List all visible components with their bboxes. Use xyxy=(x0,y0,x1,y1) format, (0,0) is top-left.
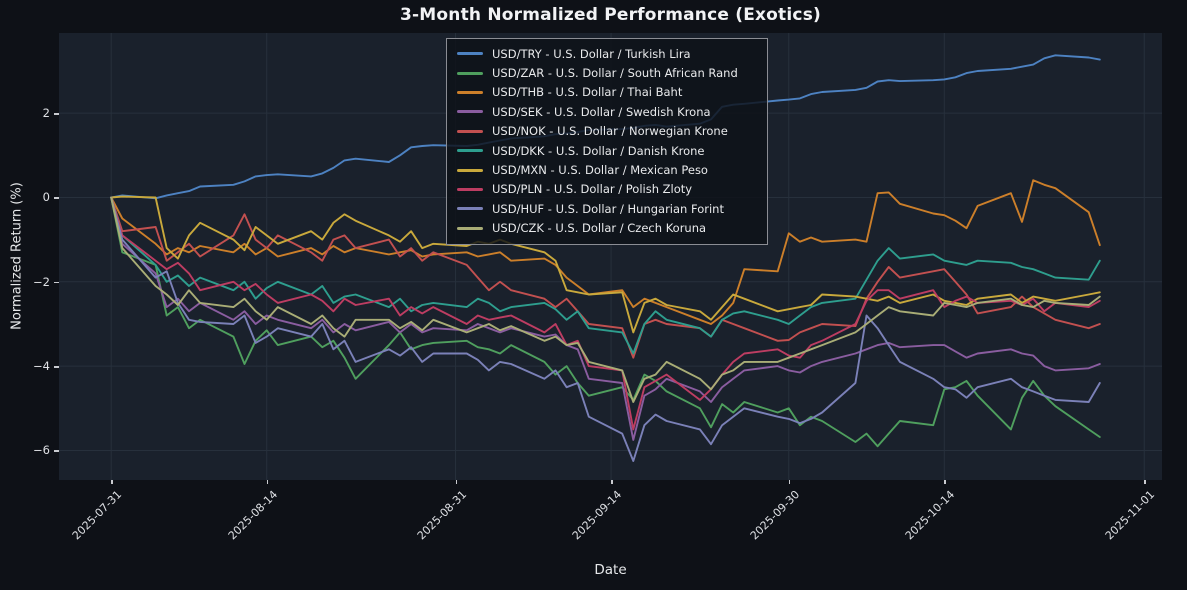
x-tick-mark xyxy=(455,480,458,484)
legend-label: USD/TRY - U.S. Dollar / Turkish Lira xyxy=(492,46,691,61)
legend-swatch xyxy=(457,90,483,94)
y-tick-label: 2 xyxy=(42,106,50,121)
series-line-USD-CZK xyxy=(110,196,1101,403)
y-tick-label: −4 xyxy=(33,359,50,374)
series-line-USD-HUF xyxy=(110,196,1101,462)
legend-label: USD/CZK - U.S. Dollar / Czech Koruna xyxy=(492,221,707,236)
x-tick-label: 2025-09-30 xyxy=(747,488,802,543)
legend-item-USD-PLN: USD/PLN - U.S. Dollar / Polish Zloty xyxy=(457,180,757,199)
x-axis-label: Date xyxy=(594,562,627,578)
legend-swatch xyxy=(457,129,483,133)
x-tick-label: 2025-10-14 xyxy=(903,488,958,543)
legend-label: USD/HUF - U.S. Dollar / Hungarian Forint xyxy=(492,201,724,216)
legend-label: USD/NOK - U.S. Dollar / Norwegian Krone xyxy=(492,124,728,139)
legend-item-USD-HUF: USD/HUF - U.S. Dollar / Hungarian Forint xyxy=(457,199,757,218)
legend-item-USD-MXN: USD/MXN - U.S. Dollar / Mexican Peso xyxy=(457,160,757,179)
y-tick-label: 0 xyxy=(42,190,50,205)
legend-swatch xyxy=(457,110,483,114)
chart-title: 3-Month Normalized Performance (Exotics) xyxy=(400,5,821,25)
legend: USD/TRY - U.S. Dollar / Turkish Lira USD/… xyxy=(446,38,768,245)
legend-swatch xyxy=(457,226,483,230)
legend-label: USD/ZAR - U.S. Dollar / South African Ra… xyxy=(492,66,738,81)
y-tick-mark xyxy=(54,113,59,115)
series-line-USD-NOK xyxy=(110,196,1101,359)
y-tick-mark xyxy=(54,281,59,284)
x-tick-mark xyxy=(611,480,613,484)
y-tick-mark xyxy=(54,197,59,199)
x-tick-label: 2025-07-31 xyxy=(69,488,125,543)
x-tick-mark xyxy=(788,480,791,484)
x-tick-label: 2025-08-14 xyxy=(225,488,280,543)
legend-label: USD/THB - U.S. Dollar / Thai Baht xyxy=(492,85,683,100)
legend-label: USD/PLN - U.S. Dollar / Polish Zloty xyxy=(492,182,693,197)
y-tick-label: −6 xyxy=(33,443,50,458)
x-tick-label: 2025-09-14 xyxy=(569,488,625,543)
y-tick-label: −2 xyxy=(33,274,50,289)
legend-item-USD-ZAR: USD/ZAR - U.S. Dollar / South African Ra… xyxy=(457,63,757,82)
series-line-USD-THB xyxy=(110,179,1101,325)
x-tick-label: 2025-08-31 xyxy=(414,488,469,543)
legend-item-USD-THB: USD/THB - U.S. Dollar / Thai Baht xyxy=(457,83,757,102)
series-line-USD-SEK xyxy=(110,196,1101,441)
legend-label: USD/DKK - U.S. Dollar / Danish Krone xyxy=(492,143,705,158)
x-tick-mark xyxy=(944,480,946,484)
y-tick-mark xyxy=(54,450,59,452)
legend-item-USD-TRY: USD/TRY - U.S. Dollar / Turkish Lira xyxy=(457,44,757,63)
legend-item-USD-SEK: USD/SEK - U.S. Dollar / Swedish Krona xyxy=(457,102,757,121)
x-tick-label: 2025-11-01 xyxy=(1103,488,1158,543)
legend-item-USD-CZK: USD/CZK - U.S. Dollar / Czech Koruna xyxy=(457,219,757,238)
legend-swatch xyxy=(457,207,483,211)
series-line-USD-ZAR xyxy=(110,196,1101,448)
series-line-USD-DKK xyxy=(110,196,1101,355)
legend-swatch xyxy=(457,149,483,153)
legend-label: USD/SEK - U.S. Dollar / Swedish Krona xyxy=(492,104,711,119)
legend-item-USD-NOK: USD/NOK - U.S. Dollar / Norwegian Krone xyxy=(457,122,757,141)
x-tick-mark xyxy=(111,480,113,484)
x-tick-mark xyxy=(1144,480,1146,484)
y-tick-mark xyxy=(54,366,59,368)
legend-swatch xyxy=(457,71,483,75)
legend-label: USD/MXN - U.S. Dollar / Mexican Peso xyxy=(492,163,708,178)
legend-item-USD-DKK: USD/DKK - U.S. Dollar / Danish Krone xyxy=(457,141,757,160)
series-line-USD-PLN xyxy=(110,196,1101,431)
legend-swatch xyxy=(457,52,483,56)
legend-swatch xyxy=(457,187,483,191)
legend-swatch xyxy=(457,168,483,172)
x-tick-mark xyxy=(266,480,269,484)
